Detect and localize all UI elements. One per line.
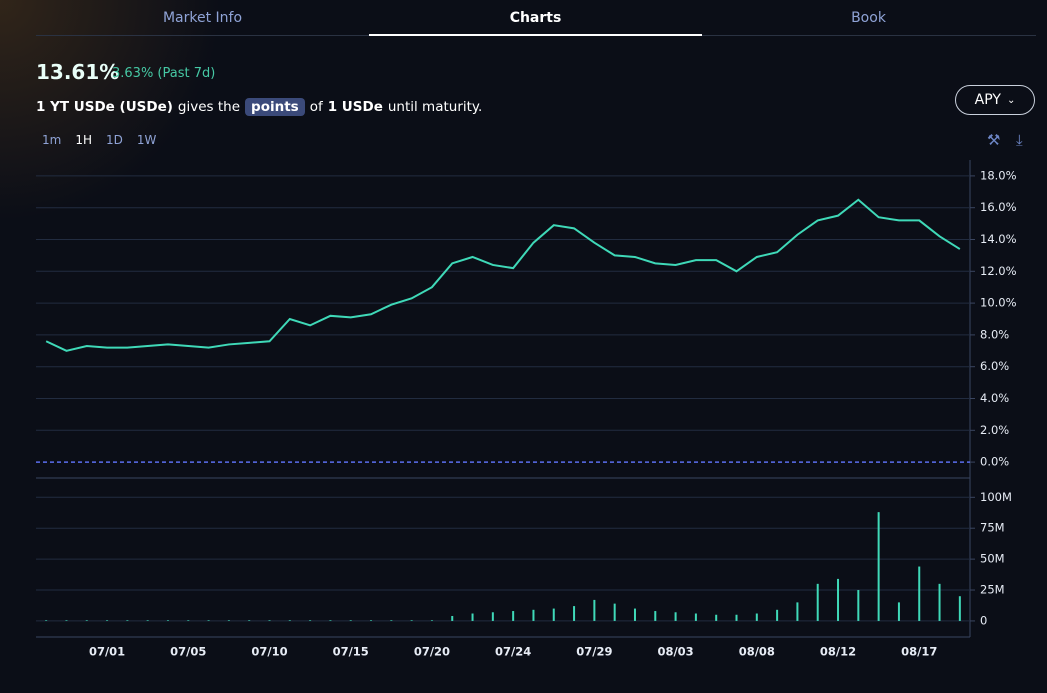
timeframe[interactable]: 1m: [42, 133, 62, 147]
text: until maturity.: [387, 99, 483, 115]
x-tick-label: 08/17: [901, 645, 937, 659]
timeframe[interactable]: 1W: [136, 133, 157, 147]
volume-bar: [106, 620, 109, 621]
volume-bar: [349, 620, 352, 621]
volume-bar: [430, 620, 433, 621]
volume-bar: [694, 613, 697, 621]
tab-underline: [369, 34, 702, 36]
volume-bar: [573, 606, 576, 621]
volume-bar: [532, 609, 535, 621]
volume-bar: [877, 512, 880, 621]
volume-bar: [857, 590, 860, 621]
text: of: [309, 99, 323, 115]
tab[interactable]: Book: [851, 10, 886, 26]
volume-bar: [633, 608, 636, 621]
volume-bar: [329, 620, 332, 621]
text: gives the: [177, 99, 241, 115]
y-tick-label: 12.0%: [980, 264, 1017, 278]
x-tick-label: 07/01: [89, 645, 125, 659]
y-tick-label: 0: [980, 613, 987, 627]
tools-icon[interactable]: ⚒: [987, 131, 1001, 149]
x-tick-label: 08/03: [657, 645, 693, 659]
volume-bar: [451, 615, 454, 621]
volume-bar: [227, 620, 230, 621]
volume-bar: [491, 612, 494, 621]
x-tick-label: 08/12: [820, 645, 856, 659]
volume-bar: [938, 583, 941, 621]
volume-bar: [85, 620, 88, 621]
volume-bar: [613, 603, 616, 621]
volume-bar: [65, 620, 68, 621]
y-tick-label: 6.0%: [980, 359, 1009, 373]
volume-bar: [370, 620, 373, 621]
y-tick-label: 75M: [980, 521, 1005, 535]
volume-bar: [958, 596, 961, 621]
volume-bar: [837, 578, 840, 621]
apy-line: [45, 198, 961, 352]
volume-bar: [268, 620, 271, 621]
volume-bar: [654, 611, 657, 621]
volume-bar: [390, 620, 393, 621]
y-tick-label: 10.0%: [980, 296, 1017, 310]
description: 1 YT USDe (USDe) gives the points of 1 U…: [36, 98, 482, 116]
volume-bar: [715, 614, 718, 621]
volume-bar: [755, 613, 758, 621]
volume-bar: [207, 620, 210, 621]
volume-bar: [674, 612, 677, 621]
chevron: ⌄: [1006, 94, 1016, 106]
download-icon[interactable]: ⤓: [1016, 131, 1023, 149]
y-tick-label: 100M: [980, 490, 1012, 504]
volume-bar: [897, 602, 900, 621]
x-tick-label: 07/24: [495, 645, 531, 659]
volume-bar: [471, 613, 474, 621]
y-tick-label: 14.0%: [980, 232, 1017, 246]
y-tick-label: 25M: [980, 583, 1005, 597]
x-tick-label: 07/10: [251, 645, 287, 659]
apy-change: 3.63% (Past 7d): [112, 66, 216, 81]
x-tick-label: 07/29: [576, 645, 612, 659]
text: 1 YT USDe (USDe): [36, 99, 173, 115]
volume-bar: [552, 608, 555, 621]
volume-bar: [796, 602, 799, 621]
y-tick-label: 4.0%: [980, 391, 1009, 405]
volume-bar: [146, 620, 149, 621]
apy-value: 13.61%: [36, 60, 120, 84]
tab-active[interactable]: Charts: [509, 10, 562, 26]
metric-label: APY: [974, 92, 1001, 108]
volume-bar: [166, 620, 169, 621]
volume-bar: [776, 609, 779, 621]
x-tick-label: 08/08: [739, 645, 775, 659]
timeframe[interactable]: 1D: [106, 133, 123, 147]
y-tick-label: 2.0%: [980, 423, 1009, 437]
volume-bar: [410, 620, 413, 621]
volume-bar: [918, 566, 921, 621]
volume-bar: [126, 620, 129, 621]
volume-bar: [512, 611, 515, 621]
y-tick-label: 0.0%: [980, 455, 1009, 469]
x-tick-label: 07/05: [170, 645, 206, 659]
volume-bar: [309, 620, 312, 621]
y-tick-label: 18.0%: [980, 168, 1017, 182]
volume-bar: [187, 620, 190, 621]
y-tick-label: 50M: [980, 552, 1005, 566]
x-tick-label: 07/15: [333, 645, 369, 659]
x-tick-label: 07/20: [414, 645, 450, 659]
y-tick-label: 8.0%: [980, 327, 1009, 341]
volume-bar: [593, 599, 596, 621]
y-tick-label: 16.0%: [980, 200, 1017, 214]
tab[interactable]: Market Info: [162, 10, 243, 26]
points-badge[interactable]: points: [245, 98, 305, 116]
volume-bar: [45, 620, 48, 621]
volume-bar: [248, 620, 251, 621]
volume-bar: [816, 583, 819, 621]
volume-bar: [288, 620, 291, 621]
metric-select[interactable]: APY ⌄: [955, 85, 1035, 115]
text: 1 USDe: [327, 99, 383, 115]
timeframes: 1m 1H 1D 1W: [42, 133, 156, 147]
timeframe-active[interactable]: 1H: [75, 133, 92, 147]
volume-bar: [735, 614, 738, 621]
